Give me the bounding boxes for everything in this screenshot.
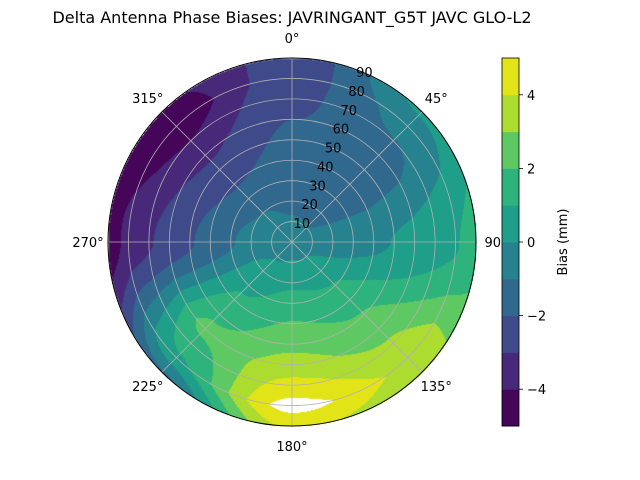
colorbar-tick-label: 4 <box>527 89 535 104</box>
colorbar-label: Bias (mm) <box>556 209 571 276</box>
theta-tick-label: 270° <box>72 236 103 251</box>
colorbar-segment <box>502 58 519 96</box>
colorbar-tick-label: −4 <box>527 383 546 398</box>
r-tick-label: 80 <box>348 85 365 100</box>
colorbar-segment <box>502 131 519 169</box>
angular-gridline <box>291 241 423 373</box>
colorbar-segment <box>502 315 519 353</box>
r-tick-label: 10 <box>294 217 311 232</box>
r-tick-label: 60 <box>333 123 350 138</box>
polar-frame <box>107 57 477 427</box>
r-tick-label: 50 <box>325 142 342 157</box>
chart-title: Delta Antenna Phase Biases: JAVRINGANT_G… <box>52 8 532 27</box>
angular-gridline <box>161 241 293 373</box>
theta-tick-label: 0° <box>285 32 300 47</box>
r-tick-label: 30 <box>309 179 326 194</box>
colorbar-segment <box>502 168 519 206</box>
colorbar-segment <box>502 242 519 280</box>
r-tick-label: 70 <box>340 104 357 119</box>
r-tick-label: 20 <box>301 198 318 213</box>
theta-tick-label: 225° <box>132 380 163 395</box>
theta-tick-label: 315° <box>132 92 163 107</box>
colorbar-tick-label: 2 <box>527 162 535 177</box>
colorbar-segment <box>502 389 519 427</box>
theta-tick-label: 180° <box>276 440 307 455</box>
theta-tick-label: 135° <box>421 380 452 395</box>
angular-gridline <box>291 111 423 243</box>
theta-tick-label: 45° <box>425 92 448 107</box>
colorbar-segment <box>502 352 519 390</box>
colorbar-tick-label: −2 <box>527 310 546 325</box>
r-tick-label: 90 <box>356 66 373 81</box>
colorbar-segment <box>502 278 519 317</box>
colorbar-segment <box>502 205 519 243</box>
colorbar-tick-label: 0 <box>527 236 535 251</box>
r-tick-label: 40 <box>317 160 334 175</box>
angular-gridline <box>161 111 293 243</box>
colorbar-segment <box>502 94 519 133</box>
